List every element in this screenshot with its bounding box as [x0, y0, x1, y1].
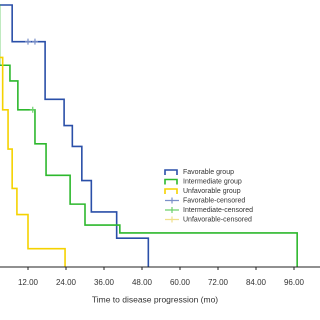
survival-line: [0, 4, 298, 267]
survival-line: [0, 4, 150, 267]
x-tick-label: 48.00: [132, 278, 153, 287]
legend-label: Unfavorable-censored: [183, 216, 252, 223]
legend-label: Intermediate group: [183, 178, 242, 185]
legend-icon: [164, 178, 178, 185]
censor-mark: [29, 106, 36, 113]
legend-label: Favorable group: [183, 169, 234, 176]
legend-label: Unfavorable group: [183, 188, 241, 195]
legend-icon: [165, 216, 179, 223]
x-tick-label: 96.00: [284, 278, 305, 287]
legend-label: Intermediate-censored: [183, 207, 253, 214]
legend-icon: [165, 207, 179, 213]
x-tick-label: 36.00: [94, 278, 115, 287]
censor-mark: [25, 38, 31, 45]
legend-icon: [164, 188, 178, 194]
survival-line: [0, 56, 66, 267]
legend-label: Favorable-censored: [183, 197, 245, 204]
x-tick-label: 72.00: [208, 278, 229, 287]
x-tick-label: 60.00: [170, 278, 191, 287]
x-tick-label: 24.00: [56, 278, 77, 287]
x-axis-label: Time to disease progression (mo): [92, 294, 218, 304]
legend-icon: [165, 197, 179, 204]
x-tick-label: 12.00: [18, 278, 39, 287]
legend-icon: [164, 169, 178, 175]
censor-mark: [31, 38, 38, 45]
x-tick-label: 84.00: [246, 278, 267, 287]
